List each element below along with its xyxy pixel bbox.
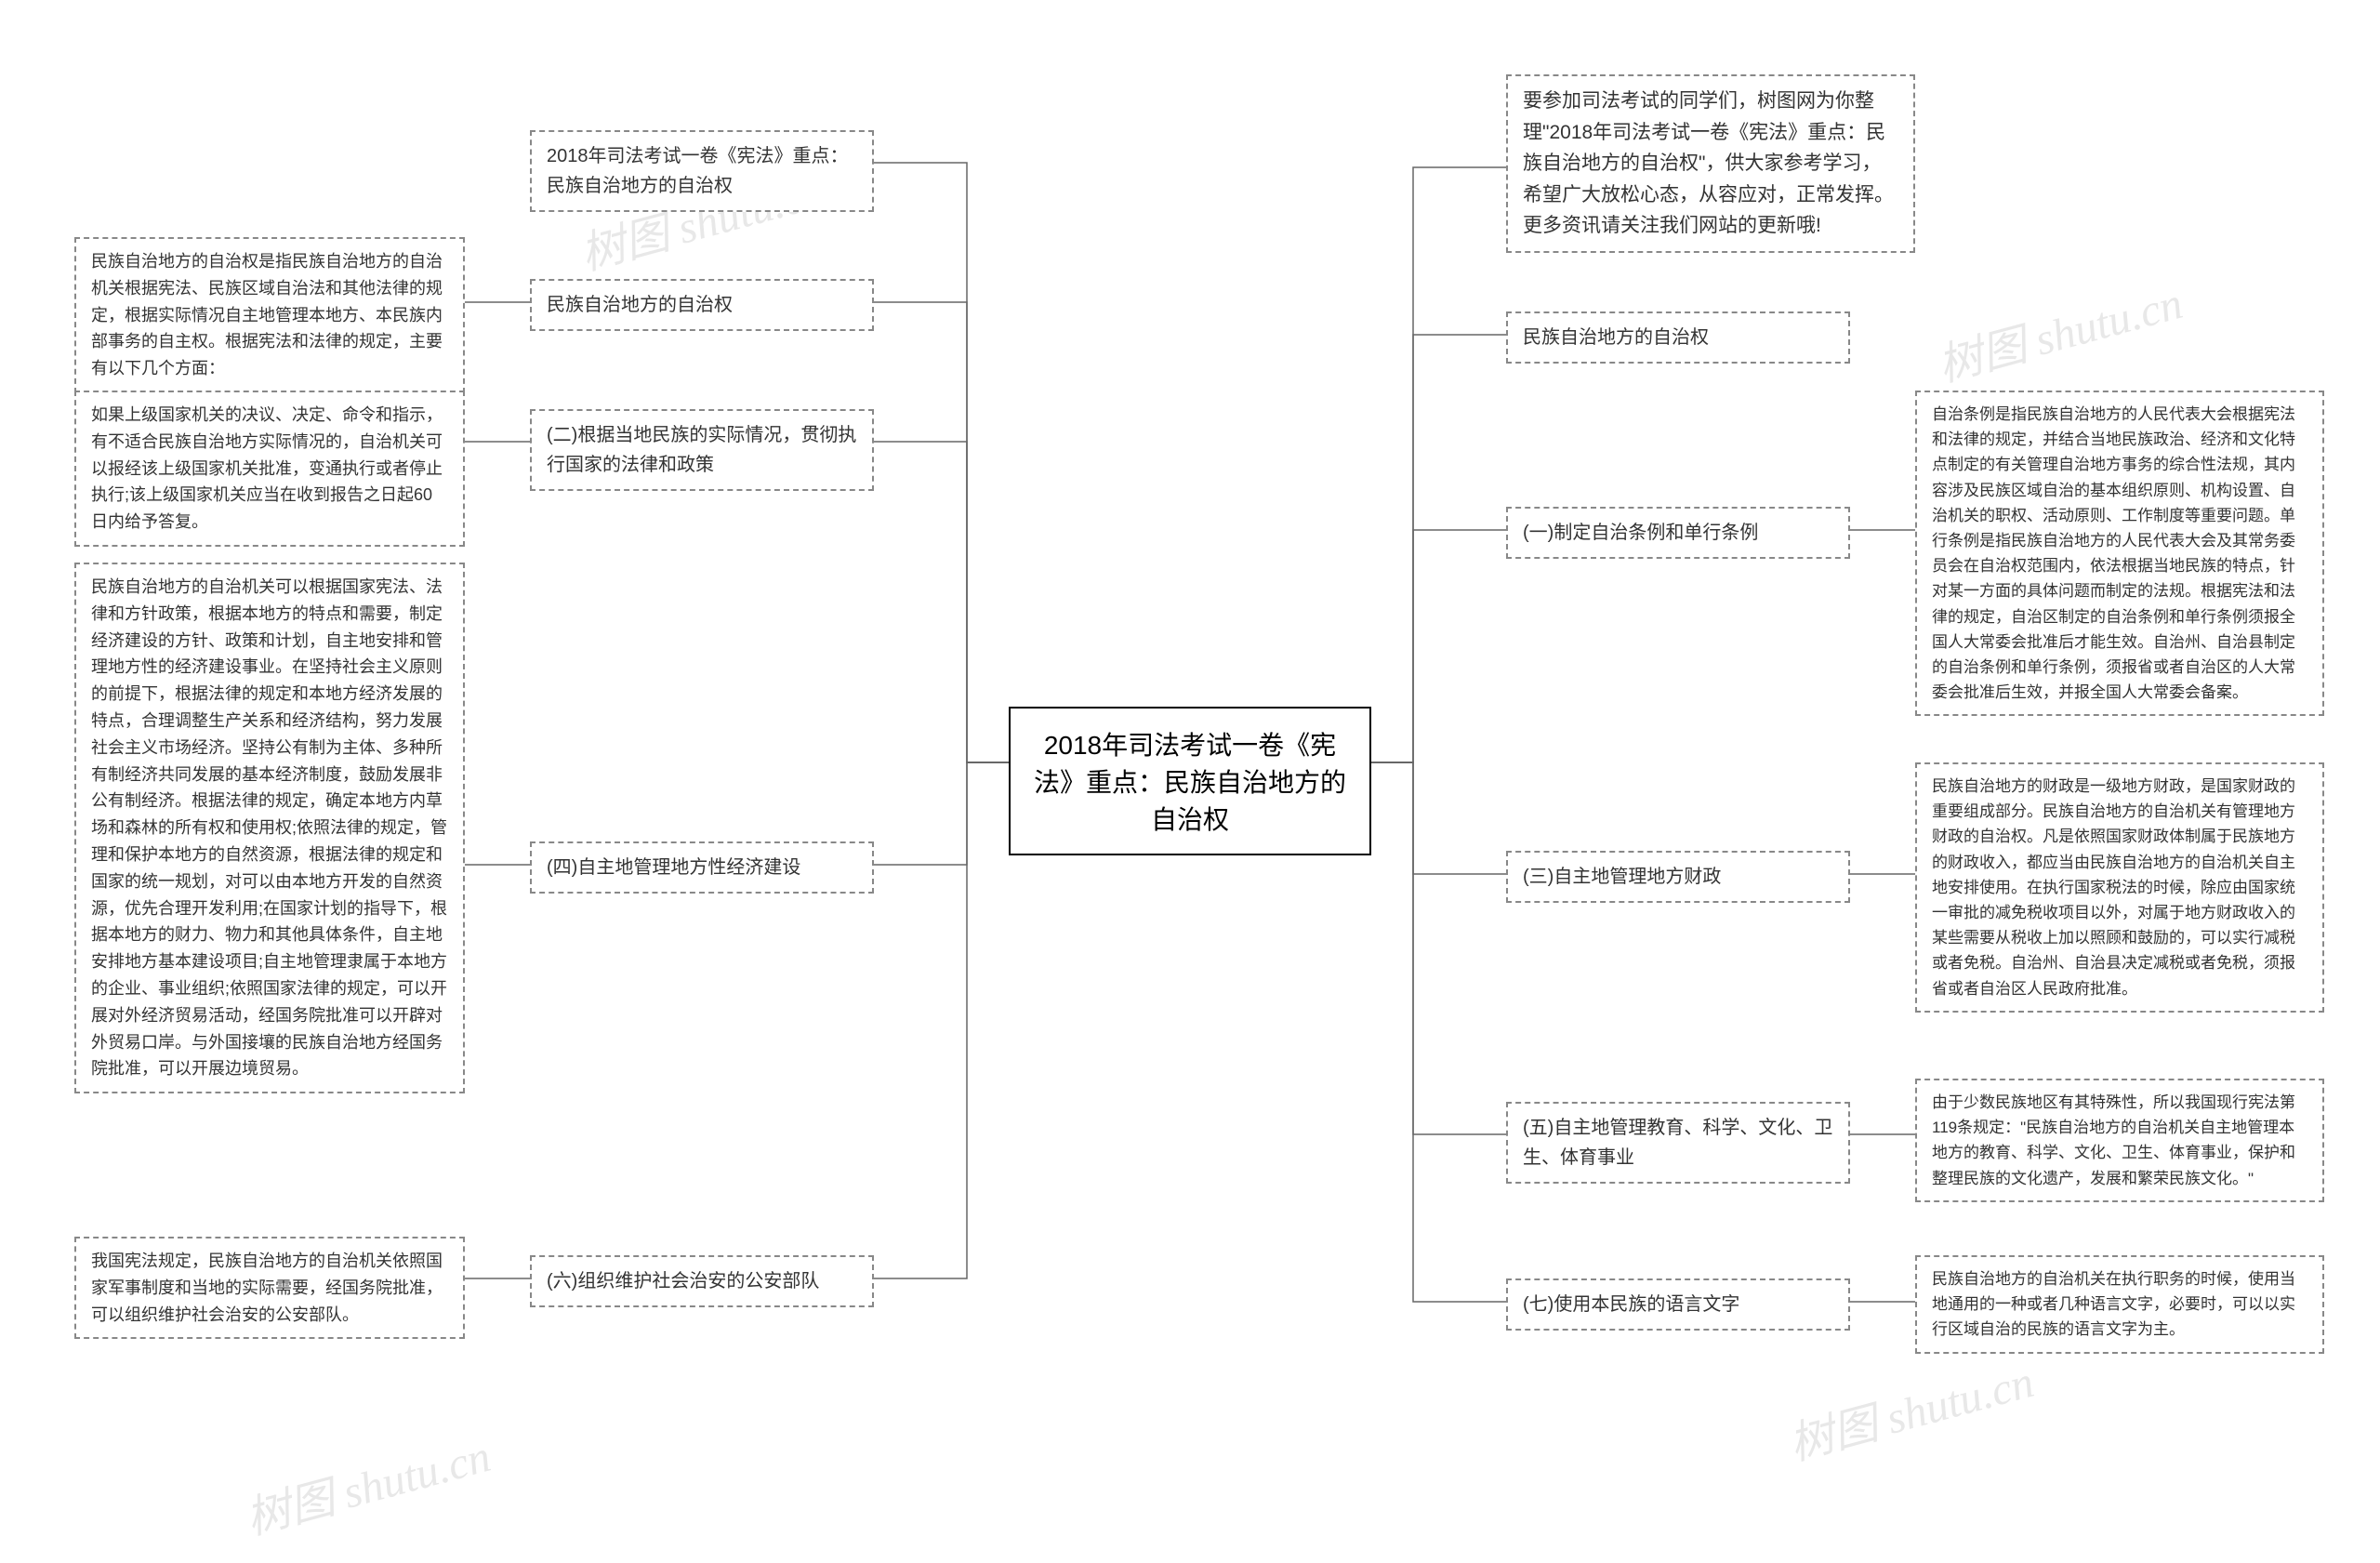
watermark: 树图 shutu.cn bbox=[1781, 1344, 2040, 1472]
right-node-autonomous-right: 民族自治地方的自治权 bbox=[1506, 311, 1850, 364]
left-node-autonomous-right: 民族自治地方的自治权 bbox=[530, 279, 874, 331]
right-detail-item7: 民族自治地方的自治机关在执行职务的时候，使用当地通用的一种或者几种语言文字，必要… bbox=[1915, 1255, 2324, 1354]
right-node-item3: (三)自主地管理地方财政 bbox=[1506, 851, 1850, 903]
left-node-item4: (四)自主地管理地方性经济建设 bbox=[530, 841, 874, 894]
watermark: 树图 shutu.cn bbox=[238, 1419, 496, 1546]
watermark: 树图 shutu.cn bbox=[1930, 266, 2188, 393]
right-intro: 要参加司法考试的同学们，树图网为你整理"2018年司法考试一卷《宪法》重点：民族… bbox=[1506, 74, 1915, 253]
left-detail-item2: 如果上级国家机关的决议、决定、命令和指示，有不适合民族自治地方实际情况的，自治机… bbox=[74, 391, 465, 547]
right-detail-item3: 民族自治地方的财政是一级地方财政，是国家财政的重要组成部分。民族自治地方的自治机… bbox=[1915, 762, 2324, 1013]
left-detail-autonomous-right: 民族自治地方的自治权是指民族自治地方的自治机关根据宪法、民族区域自治法和其他法律… bbox=[74, 237, 465, 393]
left-detail-item4: 民族自治地方的自治机关可以根据国家宪法、法律和方针政策，根据本地方的特点和需要，… bbox=[74, 563, 465, 1093]
left-node-item2: (二)根据当地民族的实际情况，贯彻执行国家的法律和政策 bbox=[530, 409, 874, 491]
right-node-item1: (一)制定自治条例和单行条例 bbox=[1506, 507, 1850, 559]
right-detail-item5: 由于少数民族地区有其特殊性，所以我国现行宪法第119条规定："民族自治地方的自治… bbox=[1915, 1079, 2324, 1202]
right-detail-item1: 自治条例是指民族自治地方的人民代表大会根据宪法和法律的规定，并结合当地民族政治、… bbox=[1915, 391, 2324, 716]
center-title: 2018年司法考试一卷《宪法》重点：民族自治地方的自治权 bbox=[1009, 707, 1371, 855]
left-node-title: 2018年司法考试一卷《宪法》重点：民族自治地方的自治权 bbox=[530, 130, 874, 212]
left-node-item6: (六)组织维护社会治安的公安部队 bbox=[530, 1255, 874, 1307]
left-detail-item6: 我国宪法规定，民族自治地方的自治机关依照国家军事制度和当地的实际需要，经国务院批… bbox=[74, 1237, 465, 1339]
right-node-item7: (七)使用本民族的语言文字 bbox=[1506, 1278, 1850, 1331]
right-node-item5: (五)自主地管理教育、科学、文化、卫生、体育事业 bbox=[1506, 1102, 1850, 1184]
